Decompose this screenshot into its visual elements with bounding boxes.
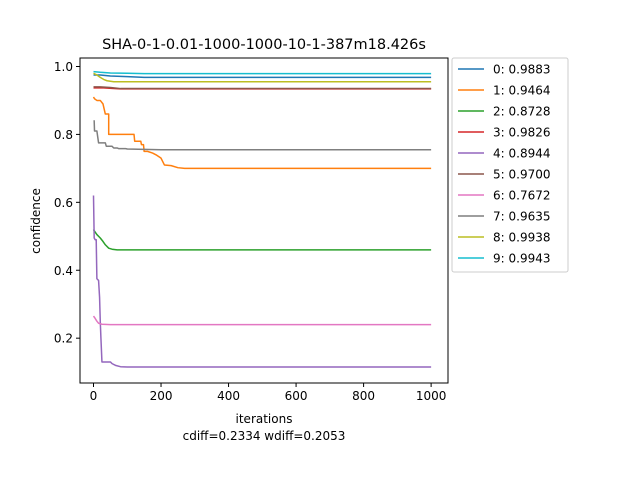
y-tick-label: 0.6 xyxy=(54,196,73,210)
series-line-1 xyxy=(92,96,432,170)
legend: 0: 0.9883 1: 0.9464 2: 0.8728 3: 0.9826 4: 0… xyxy=(451,57,569,273)
series-line-2 xyxy=(92,229,432,251)
x-tick-label: 0 xyxy=(90,389,98,403)
legend-entry: 0: 0.9883 xyxy=(493,63,550,77)
x-tick-label: 1000 xyxy=(416,389,447,403)
legend-entry: 9: 0.9943 xyxy=(493,252,550,266)
legend-entry: 1: 0.9464 xyxy=(493,84,550,98)
series-line-9 xyxy=(93,70,432,75)
legend-entry: 4: 0.8944 xyxy=(493,147,550,161)
series-line-0 xyxy=(93,74,432,79)
series-line-4 xyxy=(92,195,432,368)
x-axis-footer: cdiff=0.2334 wdiff=0.2053 xyxy=(183,429,346,443)
x-tick-label: 400 xyxy=(217,389,240,403)
legend-entry: 6: 0.7672 xyxy=(493,189,550,203)
y-tick-label: 1.0 xyxy=(54,60,73,74)
series-line-8 xyxy=(93,72,432,83)
y-tick-label: 0.8 xyxy=(54,128,73,142)
legend-entry: 8: 0.9938 xyxy=(493,231,550,245)
x-tick-label: 600 xyxy=(285,389,308,403)
legend-entry: 5: 0.9700 xyxy=(493,168,550,182)
y-tick-label: 0.4 xyxy=(54,264,73,278)
chart-title: SHA-0-1-0.01-1000-1000-10-1-387m18.426s xyxy=(102,37,426,53)
x-tick-label: 800 xyxy=(352,389,375,403)
x-tick-label: 200 xyxy=(150,389,173,403)
legend-entry: 2: 0.8728 xyxy=(493,105,550,119)
x-axis-label: iterations xyxy=(236,412,293,426)
legend-entry: 7: 0.9635 xyxy=(493,210,550,224)
plot-frame xyxy=(79,57,449,384)
legend-entry: 3: 0.9826 xyxy=(493,126,550,140)
series-line-5 xyxy=(93,86,432,90)
y-tick-label: 0.2 xyxy=(54,332,73,346)
y-axis-label: confidence xyxy=(29,188,43,254)
series-line-6 xyxy=(92,315,432,326)
series-line-7 xyxy=(93,120,432,151)
